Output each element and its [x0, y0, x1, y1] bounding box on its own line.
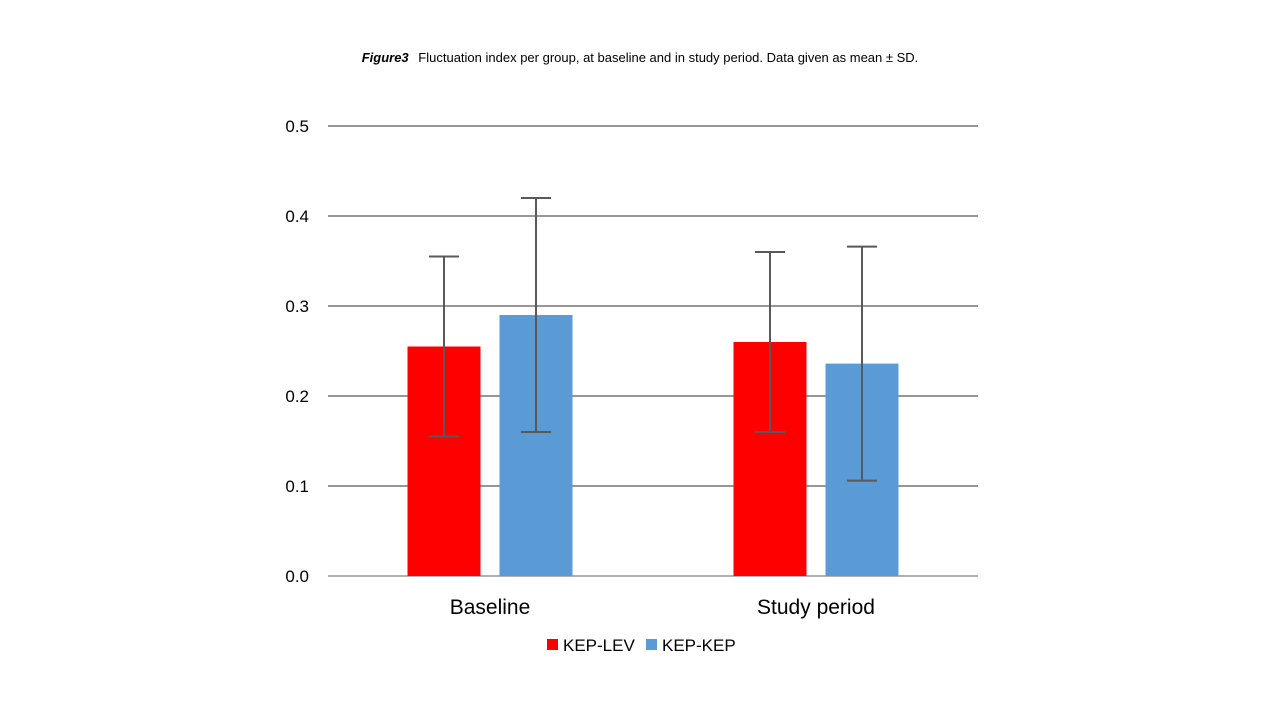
- y-tick-label: 0.5: [285, 117, 309, 136]
- y-axis-ticks: 0.0 0.1 0.2 0.3 0.4 0.5: [285, 117, 309, 586]
- bars: [407, 315, 899, 576]
- legend: KEP-LEV KEP-KEP: [547, 636, 736, 655]
- y-tick-label: 0.1: [285, 477, 309, 496]
- figure-caption: Figure3 Fluctuation index per group, at …: [0, 50, 1280, 65]
- y-tick-label: 0.2: [285, 387, 309, 406]
- error-bars: [429, 197, 877, 482]
- category-label: Baseline: [450, 596, 531, 619]
- y-tick-label: 0.4: [285, 207, 309, 226]
- legend-label: KEP-LEV: [563, 636, 635, 655]
- y-tick-label: 0.3: [285, 297, 309, 316]
- legend-swatch: [646, 639, 657, 650]
- figure-label: Figure3: [361, 50, 409, 65]
- y-tick-label: 0.0: [285, 567, 309, 586]
- legend-swatch: [547, 639, 558, 650]
- x-axis-categories: Baseline Study period: [450, 596, 875, 619]
- category-label: Study period: [757, 596, 875, 619]
- legend-label: KEP-KEP: [662, 636, 736, 655]
- figure-caption-text: Fluctuation index per group, at baseline…: [418, 50, 919, 65]
